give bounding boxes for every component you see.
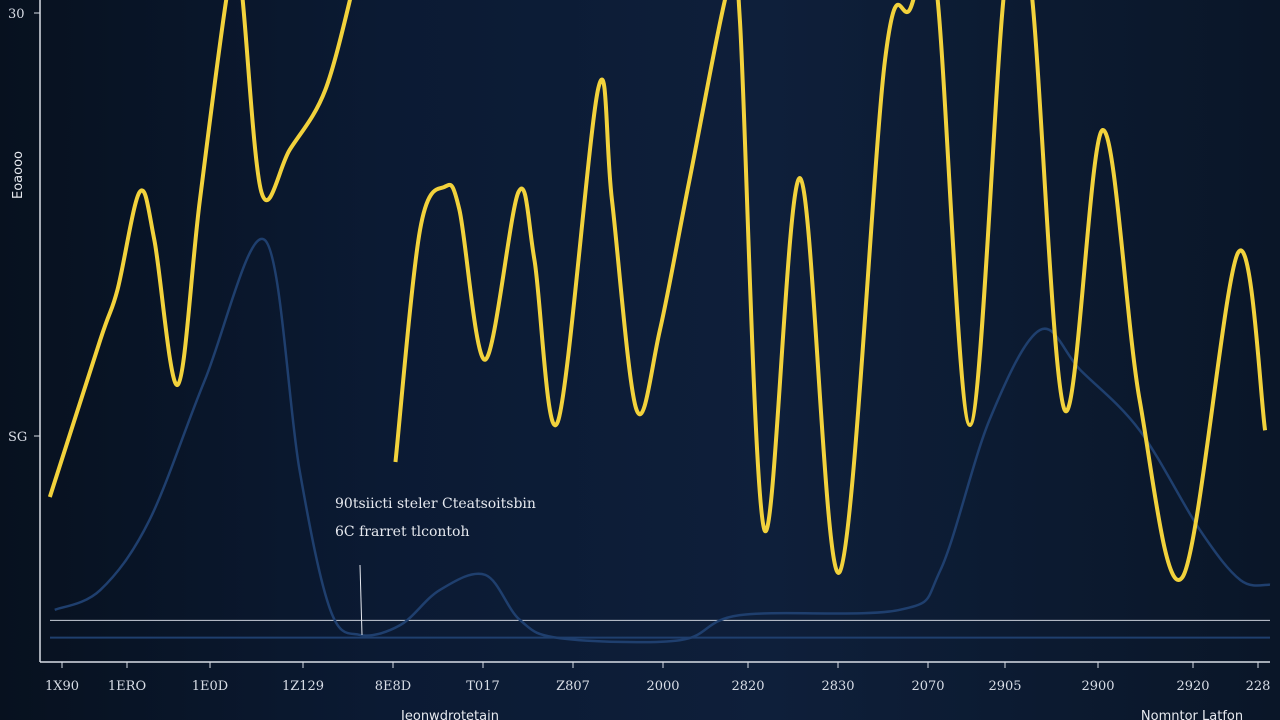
secondary-axis-label: Nomntor Latfon	[1141, 709, 1243, 720]
x-tick-label: 228	[1246, 679, 1271, 694]
annotation-line-2: 6C frarret tlcontoh	[335, 524, 470, 540]
x-tick-label: Z807	[556, 679, 590, 694]
secondary-series-line	[54, 237, 1271, 644]
x-tick-label: T017	[466, 679, 499, 694]
primary-series-line	[393, 0, 1268, 582]
annotation-pointer	[359, 564, 363, 636]
y-tick-label: SG	[8, 430, 27, 445]
y-axis-label: Eoaooo	[11, 151, 26, 199]
y-tick-label: 30	[8, 7, 25, 22]
x-tick-label: 2920	[1176, 679, 1209, 694]
x-tick-label: 2070	[911, 679, 944, 694]
primary-series-line	[47, 0, 352, 498]
x-tick-label: 2820	[731, 679, 764, 694]
x-tick-label: 1ERO	[108, 679, 146, 694]
x-tick-label: 8E8D	[375, 679, 411, 694]
x-axis-label: Jeonwdrotetain	[400, 709, 499, 720]
x-tick-label: 2830	[821, 679, 854, 694]
x-tick-label: 1E0D	[192, 679, 228, 694]
x-tick-label: 2000	[646, 679, 679, 694]
x-tick-label: 2905	[988, 679, 1021, 694]
annotation-line-1: 90tsiicti steler Cteatsoitsbin	[335, 496, 536, 512]
x-tick-label: 1Z129	[282, 679, 324, 694]
x-tick-label: 1X90	[45, 679, 79, 694]
x-tick-label: 2900	[1081, 679, 1114, 694]
